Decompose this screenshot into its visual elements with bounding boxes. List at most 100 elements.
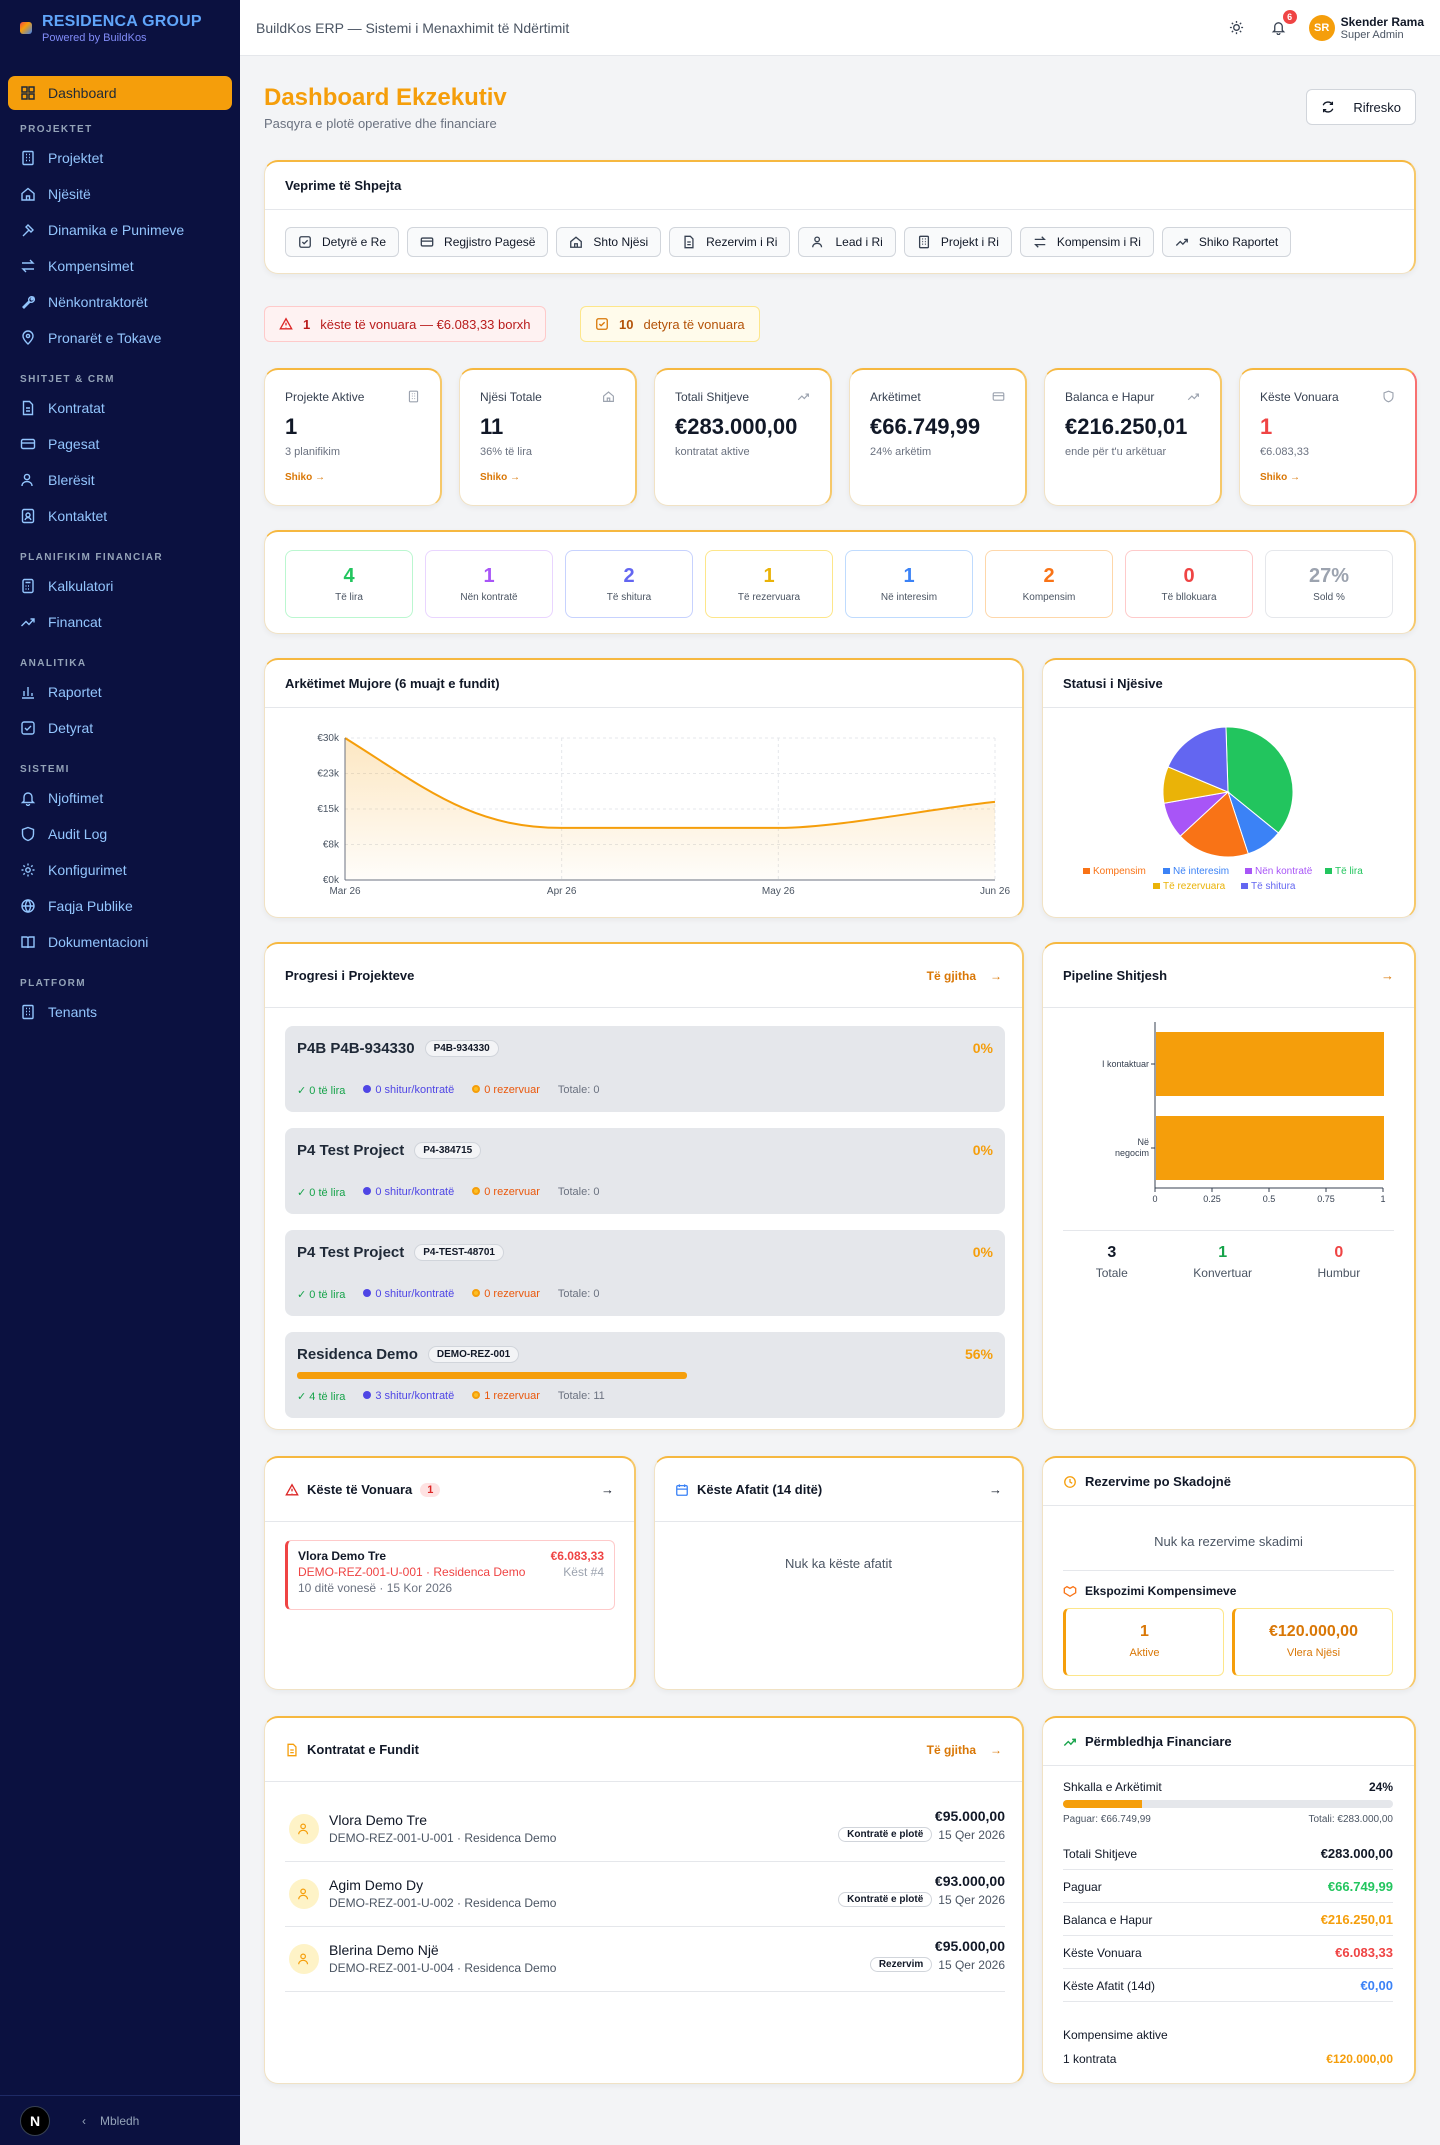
quick-action-shto-njesi-button[interactable]: Shto Njësi [556,227,662,257]
pipeline-bar[interactable] [1156,1116,1384,1180]
sidebar-item-label: Pronarët e Tokave [48,330,162,346]
unit-stat-te-rezervuara[interactable]: 1 Të rezervuara [705,550,833,618]
finance-row-balanca-e-hapur: Balanca e Hapur €216.250,01 [1063,1904,1393,1936]
sidebar-item-faqja-publike[interactable]: Faqja Publike [0,888,240,924]
sidebar-item-njoftimet[interactable]: Njoftimet [0,780,240,816]
swap-icon [21,259,35,273]
contract-row[interactable]: Vlora Demo Tre DEMO-REZ-001-U-001 · Resi… [285,1798,1005,1862]
next-badge-icon[interactable]: N [20,2105,50,2136]
collapse-button[interactable]: ‹ Mbledh [82,2114,139,2128]
unit-stat-te-shitura[interactable]: 2 Të shitura [565,550,693,618]
quick-actions-card: Veprime të Shpejta Detyrë e Re Regjistro … [264,160,1416,274]
sidebar-item-pronaret-e-tokave[interactable]: Pronarët e Tokave [0,320,240,356]
view-all-projects-link[interactable]: Të gjitha → [927,969,1002,983]
kpi-card-totali-shitjeve[interactable]: Totali Shitjeve €283.000,00 kontratat ak… [654,368,832,506]
sidebar-item-nenkontraktoret[interactable]: Nënkontraktorët [0,284,240,320]
project-progress-item[interactable]: P4B P4B-934330 P4B-934330 0% ✓ 0 të lira … [285,1026,1005,1112]
collection-scale-label: Shkalla e Arkëtimit [1063,1780,1162,1794]
sidebar-item-projektet[interactable]: Projektet [0,140,240,176]
sidebar-item-bleresit[interactable]: Blerësit [0,462,240,498]
unit-stat-te-bllokuara[interactable]: 0 Të bllokuara [1125,550,1253,618]
quick-action-regjistro-pagese-button[interactable]: Regjistro Pagesë [407,227,549,257]
sidebar-item-label: Kompensimet [48,258,134,274]
sidebar-item-kompensimet[interactable]: Kompensimet [0,248,240,284]
notifications-button[interactable]: 6 [1267,9,1297,40]
unit-stat-kompensim[interactable]: 2 Kompensim [985,550,1113,618]
unit-stat-ne-interesim[interactable]: 1 Në interesim [845,550,973,618]
kpi-card-njesi-totale[interactable]: Njësi Totale 11 36% të lira Shiko → [459,368,637,506]
kpi-value: €283.000,00 [675,414,798,439]
overdue-installments-alert[interactable]: 1 këste të vonuara — €6.083,33 borxh [264,306,546,342]
project-sold-units: 3 shitur/kontratë [375,1390,455,1402]
sidebar-item-dinamika-e-punimeve[interactable]: Dinamika e Punimeve [0,212,240,248]
unit-stat-nen-kontrate[interactable]: 1 Nën kontratë [425,550,553,618]
trending-up-icon [21,618,35,627]
kpi-card-arketimet[interactable]: Arkëtimet €66.749,99 24% arkëtim [849,368,1027,506]
view-all-contracts-link[interactable]: Të gjitha → [927,1743,1002,1757]
kpi-card-keste-vonuara[interactable]: Këste Vonuara 1 €6.083,33 Shiko → [1239,368,1417,506]
sidebar-item-kalkulatori[interactable]: Kalkulatori [0,568,240,604]
brand[interactable]: RESIDENCA GROUP Powered by BuildKos [0,0,240,56]
reserved-dot-icon [472,1289,481,1297]
pipeline-arrow-icon[interactable]: → [1381,968,1394,983]
refresh-label: Rifresko [1353,99,1401,115]
project-progress-item[interactable]: P4 Test Project P4-384715 0% ✓ 0 të lira … [285,1128,1005,1214]
overdue-arrow-icon[interactable]: → [601,1482,614,1497]
quick-action-detyre-e-re-button[interactable]: Detyrë e Re [285,227,400,257]
unit-stat-label: Të shitura [606,592,652,603]
active-compensations-box: 1 Aktive [1063,1608,1224,1676]
finance-row-label: Balanca e Hapur [1063,1912,1153,1927]
sidebar-item-dashboard[interactable]: Dashboard [8,76,232,110]
sales-pipeline-card: Pipeline Shitjesh → 0 0.25 0.5 0.75 1 I konta… [1042,942,1416,1430]
kpi-view-link[interactable]: Shiko → [285,472,326,483]
sidebar-item-detyrat[interactable]: Detyrat [0,710,240,746]
revenue-chart: €0k €8k €15k €23k €30k Mar 26 Apr 26 May 26 Jun … [317,733,1010,897]
x-tick-label: 0.5 [1263,1194,1276,1204]
compensation-value: €120.000,00 [1326,2052,1393,2066]
kpi-view-link[interactable]: Shiko → [480,472,521,483]
quick-action-lead-i-ri-button[interactable]: Lead i Ri [798,227,896,257]
sidebar-item-dokumentacioni[interactable]: Dokumentacioni [0,924,240,960]
sidebar-item-raportet[interactable]: Raportet [0,674,240,710]
user-menu[interactable]: SR Skender Rama Super Admin [1308,14,1424,41]
legend-swatch [1325,868,1332,874]
checkbox-icon [596,318,608,330]
quick-action-rezervim-i-ri-button[interactable]: Rezervim i Ri [669,227,791,257]
overdue-tasks-alert[interactable]: 10 detyra të vonuara [580,306,760,342]
overdue-item[interactable]: Vlora Demo Tre €6.083,33 DEMO-REZ-001-U-0… [285,1540,615,1610]
project-progress-item[interactable]: P4 Test Project P4-TEST-48701 0% ✓ 0 të l… [285,1230,1005,1316]
sidebar-item-audit-log[interactable]: Audit Log [0,816,240,852]
contract-amount: €93.000,00 [934,1873,1005,1889]
unit-status-card: Statusi i Njësive Kompensim Në interesim N… [1042,658,1416,918]
due-arrow-icon[interactable]: → [989,1482,1002,1497]
sidebar-item-njesite[interactable]: Njësitë [0,176,240,212]
sidebar-item-kontaktet[interactable]: Kontaktet [0,498,240,534]
refresh-button[interactable]: Rifresko [1306,89,1416,125]
kpi-card-balanca-e-hapur[interactable]: Balanca e Hapur €216.250,01 ende për t'u… [1044,368,1222,506]
pie-slice-te-shitura[interactable] [1167,726,1229,793]
sidebar-item-konfigurimet[interactable]: Konfigurimet [0,852,240,888]
pie-slice-kompensim[interactable] [1179,791,1249,858]
quick-action-projekt-i-ri-button[interactable]: Projekt i Ri [903,227,1012,257]
credit-card-icon [992,392,1005,401]
kpi-card-projekte-aktive[interactable]: Projekte Aktive 1 3 planifikim Shiko → [264,368,442,506]
kpi-view-link[interactable]: Shiko → [1260,472,1301,483]
pipeline-bar[interactable] [1156,1032,1384,1096]
pie-slice-te-lira[interactable] [1225,726,1294,834]
theme-toggle-button[interactable] [1225,16,1249,40]
sidebar-item-tenants[interactable]: Tenants [0,994,240,1030]
contract-row[interactable]: Agim Demo Dy DEMO-REZ-001-U-002 · Reside… [285,1863,1005,1927]
unit-stat-te-lira[interactable]: 4 Të lira [285,550,413,618]
unit-stat-sold[interactable]: 27% Sold % [1265,550,1393,618]
contract-row[interactable]: Blerina Demo Një DEMO-REZ-001-U-004 · Re… [285,1928,1005,1992]
sidebar-item-kontratat[interactable]: Kontratat [0,390,240,426]
quick-action-kompensim-i-ri-button[interactable]: Kompensim i Ri [1019,227,1154,257]
project-progress-item[interactable]: Residenca Demo DEMO-REZ-001 56% ✓ 4 të li… [285,1332,1005,1418]
sidebar-item-financat[interactable]: Financat [0,604,240,640]
sidebar-item-label: Blerësit [48,472,95,488]
overdue-late: 10 ditë vonesë · 15 Kor 2026 [298,1581,453,1595]
quick-action-shiko-raportet-button[interactable]: Shiko Raportet [1161,227,1292,257]
unit-value-box: €120.000,00 Vlera Njësi [1232,1608,1393,1676]
sidebar-item-pagesat[interactable]: Pagesat [0,426,240,462]
legend-label: Nën kontratë [1255,866,1313,877]
